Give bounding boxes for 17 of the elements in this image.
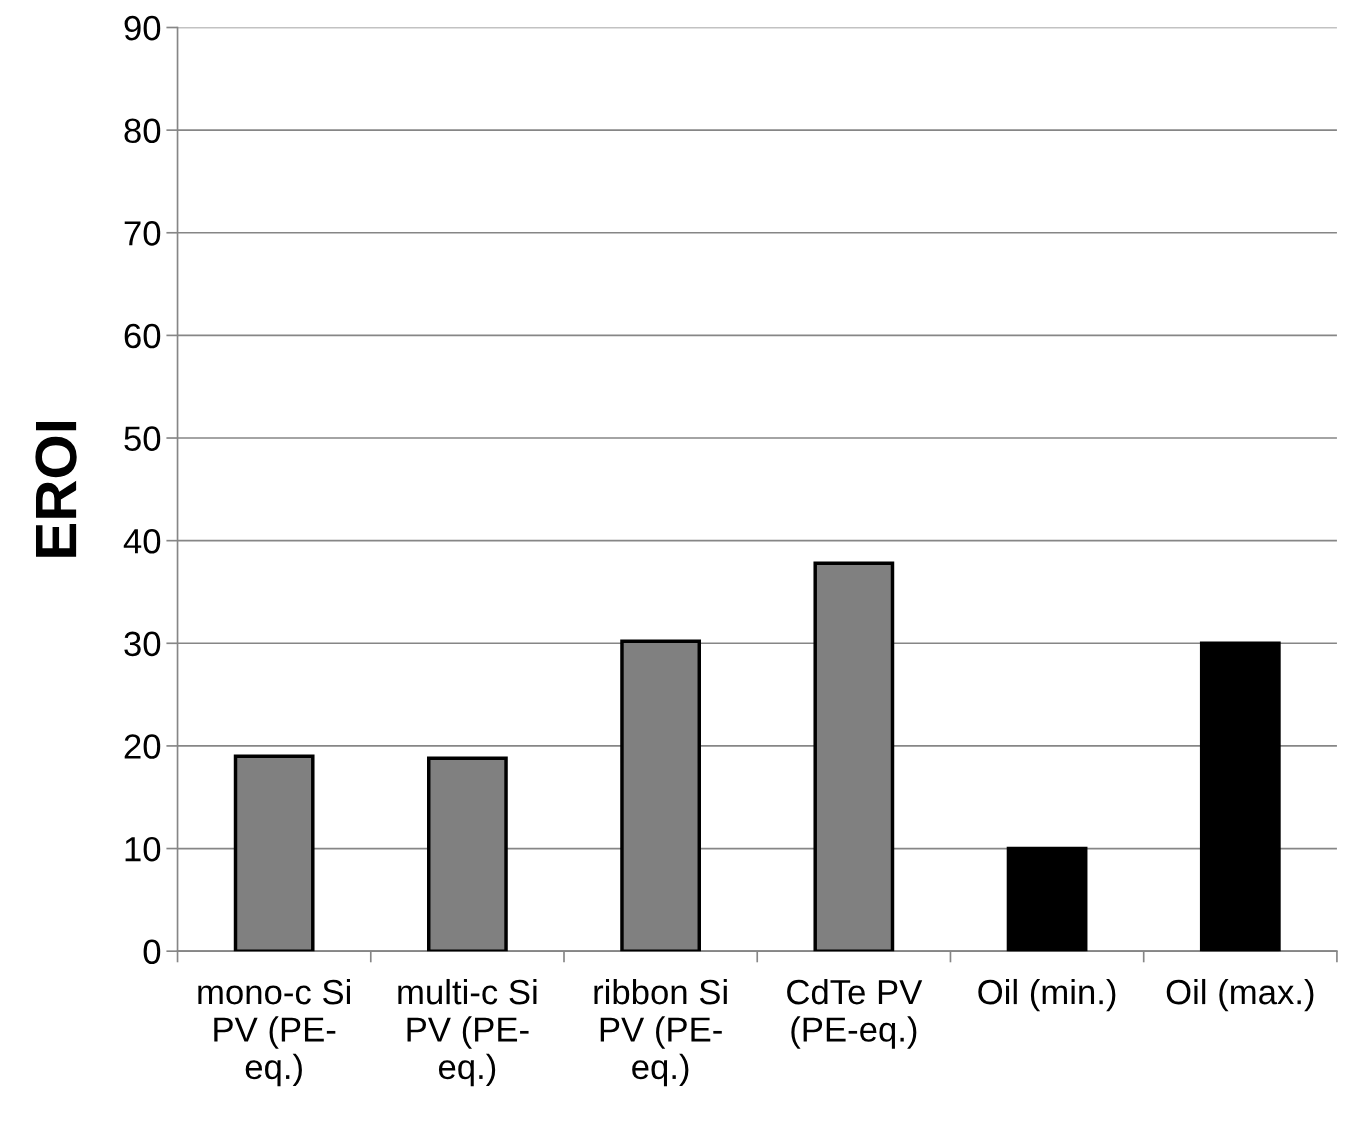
x-tick-label: Oil (max.) (1166, 978, 1314, 1012)
y-tick-label: 40 (123, 528, 161, 554)
y-tick-label: 20 (124, 734, 161, 759)
x-tick-label: CdTe PV (PE-eq.) (787, 978, 923, 1049)
y-tick-label: 0 (143, 939, 161, 965)
y-axis-title: EROI (35, 421, 77, 557)
y-tick-label: 90 (124, 15, 161, 41)
y-tick-label: 50 (124, 426, 161, 451)
x-tick-label: ribbon Si PV (PE- eq.) (594, 978, 727, 1087)
x-tick-label: multi-c Si PV (PE- eq.) (398, 978, 537, 1087)
y-tick-label: 30 (124, 631, 161, 657)
y-tick-label: 80 (124, 118, 161, 144)
x-tick-label: mono-c Si PV (PE- eq.) (198, 978, 350, 1087)
x-tick-label: Oil (min.) (978, 978, 1116, 1012)
y-tick-label: 70 (124, 221, 161, 246)
y-tick-label: 10 (125, 836, 161, 862)
y-tick-label: 60 (124, 323, 161, 349)
